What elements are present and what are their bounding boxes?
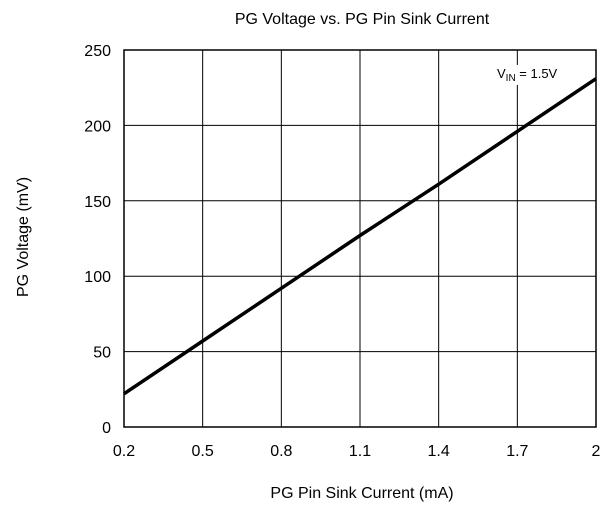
vin-annotation: VIN = 1.5V bbox=[497, 66, 558, 84]
x-axis-label: PG Pin Sink Current (mA) bbox=[270, 485, 453, 502]
plot-frame bbox=[123, 49, 597, 428]
y-tick-label: 150 bbox=[84, 194, 111, 211]
vin-annotation-subscript: IN bbox=[506, 73, 516, 84]
series-layer bbox=[123, 77, 597, 396]
vin-annotation-suffix: = 1.5V bbox=[516, 66, 558, 81]
y-tick-label: 50 bbox=[93, 345, 111, 362]
x-tick-label: 2 bbox=[592, 443, 601, 460]
chart-title: PG Voltage vs. PG Pin Sink Current bbox=[235, 11, 490, 28]
x-tick-label: 0.2 bbox=[113, 443, 135, 460]
y-tick-label: 250 bbox=[84, 43, 111, 60]
y-tick-labels: 0 50 100 150 200 250 bbox=[84, 43, 111, 437]
series-line bbox=[123, 77, 597, 396]
x-tick-label: 0.5 bbox=[192, 443, 214, 460]
y-tick-label: 0 bbox=[102, 420, 111, 437]
x-tick-labels: 0.2 0.5 0.8 1.1 1.4 1.7 2 bbox=[113, 443, 601, 460]
x-tick-label: 0.8 bbox=[270, 443, 292, 460]
x-tick-label: 1.7 bbox=[506, 443, 528, 460]
x-tick-label: 1.4 bbox=[428, 443, 450, 460]
grid-lines bbox=[123, 49, 597, 428]
y-tick-label: 100 bbox=[84, 269, 111, 286]
annotation-background bbox=[495, 65, 560, 85]
vin-annotation-main: V bbox=[497, 66, 506, 81]
y-tick-label: 200 bbox=[84, 118, 111, 135]
y-axis-label: PG Voltage (mV) bbox=[15, 177, 32, 297]
x-tick-label: 1.1 bbox=[349, 443, 371, 460]
